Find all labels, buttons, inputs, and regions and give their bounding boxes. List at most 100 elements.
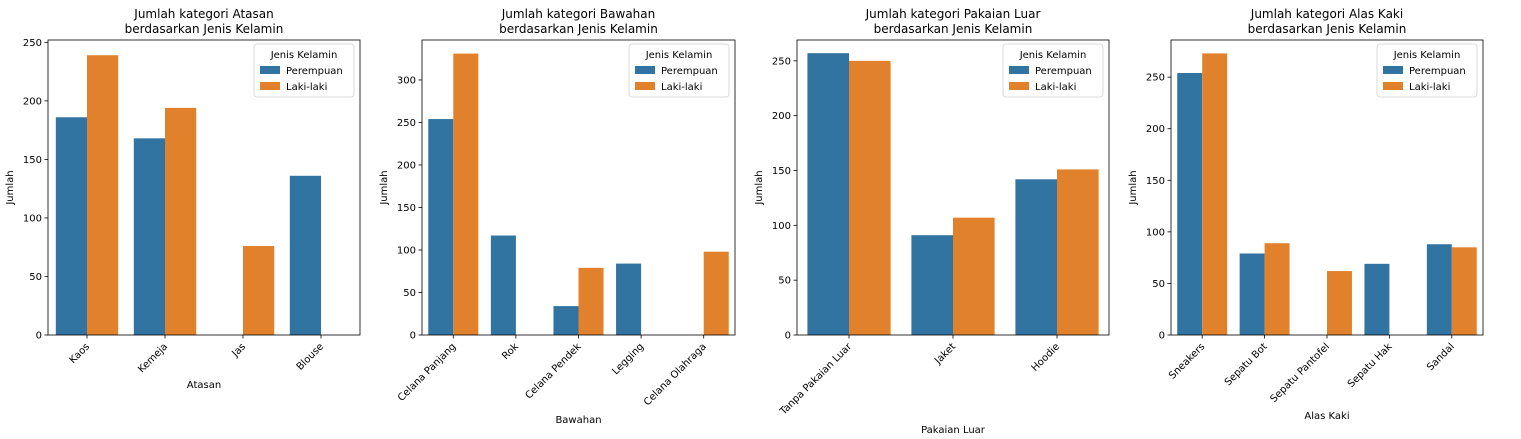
y-tick-label: 300 xyxy=(397,75,416,86)
y-tick-label: 200 xyxy=(1146,124,1165,135)
y-tick-label: 250 xyxy=(23,38,42,49)
y-tick-label: 200 xyxy=(397,160,416,171)
chart-title-line-2: berdasarkan Jenis Kelamin xyxy=(1248,22,1407,36)
legend-title: Jenis Kelamin xyxy=(270,50,338,61)
x-tick-label: Sepatu Pantofel xyxy=(1269,341,1333,405)
y-tick-label: 50 xyxy=(403,288,416,299)
legend-label: Laki-laki xyxy=(1409,82,1450,93)
y-tick-label: 100 xyxy=(1146,227,1165,238)
legend-swatch-laki-laki xyxy=(1009,82,1029,90)
bar-perempuan-sneakers xyxy=(1177,73,1203,335)
bar-laki-laki-jas xyxy=(243,246,275,335)
y-tick-label: 0 xyxy=(410,331,416,342)
x-axis-label: Alas Kaki xyxy=(1304,411,1349,422)
bar-laki-laki-sandal xyxy=(1451,247,1477,335)
x-tick-label: Kemeja xyxy=(136,341,170,375)
legend-swatch-perempuan xyxy=(1009,66,1029,74)
x-tick-label: Jas xyxy=(230,341,249,360)
x-axis-label: Bawahan xyxy=(555,415,601,426)
legend: Jenis Kelamin Perempuan Laki-laki xyxy=(628,43,730,98)
y-tick-label: 200 xyxy=(772,111,791,122)
x-tick-label: Tanpa Pakaian Luar xyxy=(777,341,854,418)
chart-title-line-2: berdasarkan Jenis Kelamin xyxy=(499,22,658,36)
legend-title: Jenis Kelamin xyxy=(1393,50,1461,61)
y-tick-label: 0 xyxy=(36,331,42,342)
x-tick-label: Celana Olahraga xyxy=(642,341,709,408)
x-axis-label: Atasan xyxy=(187,380,221,391)
chart-title-line-2: berdasarkan Jenis Kelamin xyxy=(874,22,1033,36)
x-tick-label: Kaos xyxy=(67,341,92,366)
y-tick-label: 100 xyxy=(772,221,791,232)
x-tick-label: Jaket xyxy=(932,341,958,367)
legend-swatch-laki-laki xyxy=(635,82,655,90)
chart-title-line-1: Jumlah kategori Pakaian Luar xyxy=(865,7,1041,21)
y-tick-label: 150 xyxy=(1146,176,1165,187)
y-axis-label: Jumlah xyxy=(754,170,765,205)
y-tick-label: 0 xyxy=(785,331,791,342)
chart-title-line-1: Jumlah kategori Alas Kaki xyxy=(1250,7,1403,21)
legend-title: Jenis Kelamin xyxy=(645,50,713,61)
x-tick-label: Hoodie xyxy=(1030,341,1063,374)
bar-perempuan-celana-panjang xyxy=(428,119,454,335)
legend-label: Perempuan xyxy=(1035,66,1092,77)
bar-laki-laki-hoodie xyxy=(1057,169,1099,335)
y-tick-label: 150 xyxy=(772,166,791,177)
legend-title: Jenis Kelamin xyxy=(1019,50,1087,61)
legend-swatch-perempuan xyxy=(635,66,655,74)
bar-perempuan-rok xyxy=(490,235,516,335)
bar-laki-laki-celana-panjang xyxy=(453,53,479,335)
x-tick-label: Sneakers xyxy=(1167,341,1207,381)
bar-perempuan-legging xyxy=(616,263,642,335)
y-tick-label: 150 xyxy=(397,203,416,214)
bar-laki-laki-celana-olahraga xyxy=(703,251,729,335)
legend: Jenis Kelamin Perempuan Laki-laki xyxy=(253,43,355,98)
legend-swatch-perempuan xyxy=(260,66,280,74)
bar-perempuan-sepatu-hak xyxy=(1364,263,1390,335)
y-tick-label: 250 xyxy=(772,56,791,67)
bar-laki-laki-kaos xyxy=(87,55,119,335)
legend: Jenis Kelamin Perempuan Laki-laki xyxy=(1376,43,1478,98)
legend-swatch-laki-laki xyxy=(1383,82,1403,90)
legend-label: Laki-laki xyxy=(661,82,702,93)
legend-swatch-perempuan xyxy=(1383,66,1403,74)
axes-frame xyxy=(47,39,361,336)
legend-label: Laki-laki xyxy=(1035,82,1076,93)
x-tick-label: Blouse xyxy=(295,341,326,372)
chart-title-line-1: Jumlah kategori Atasan xyxy=(133,7,273,21)
bar-laki-laki-sepatu-pantofel xyxy=(1327,271,1352,335)
legend-label: Perempuan xyxy=(1409,66,1466,77)
bar-perempuan-sepatu-bot xyxy=(1239,253,1265,335)
bar-perempuan-kaos xyxy=(55,117,87,335)
y-tick-label: 50 xyxy=(29,272,42,283)
bar-laki-laki-sneakers xyxy=(1202,53,1228,335)
x-axis-label: Pakaian Luar xyxy=(921,425,986,436)
y-tick-label: 100 xyxy=(397,245,416,256)
x-tick-label: Sepatu Bot xyxy=(1223,341,1270,388)
legend: Jenis Kelamin Perempuan Laki-laki xyxy=(1002,43,1104,98)
y-axis-label: Jumlah xyxy=(5,170,16,205)
y-tick-label: 100 xyxy=(23,213,42,224)
chart-3: 0 50 100 150 200 250 Tanpa Pakaian Luar Jaket Ho… xyxy=(754,7,1110,436)
chart-title-line-1: Jumlah kategori Bawahan xyxy=(501,7,655,21)
legend-swatch-laki-laki xyxy=(260,82,280,90)
bar-laki-laki-sepatu-bot xyxy=(1264,243,1290,335)
bar-perempuan-celana-pendek xyxy=(553,306,579,335)
bar-laki-laki-jaket xyxy=(953,217,995,335)
y-tick-label: 50 xyxy=(778,276,791,287)
bar-perempuan-blouse xyxy=(289,175,321,335)
x-tick-label: Celana Panjang xyxy=(396,341,458,403)
x-tick-label: Sandal xyxy=(1425,341,1457,373)
bar-perempuan-hoodie xyxy=(1015,179,1057,335)
bar-laki-laki-kemeja xyxy=(165,107,197,336)
legend-label: Perempuan xyxy=(286,66,343,77)
y-axis-label: Jumlah xyxy=(379,170,390,205)
y-tick-label: 200 xyxy=(23,96,42,107)
bar-perempuan-sandal xyxy=(1426,244,1452,335)
y-tick-label: 150 xyxy=(23,155,42,166)
bar-perempuan-jaket xyxy=(911,235,953,335)
bar-perempuan-tanpa-pakaian-luar xyxy=(807,53,849,335)
chart-title-line-2: berdasarkan Jenis Kelamin xyxy=(125,22,284,36)
